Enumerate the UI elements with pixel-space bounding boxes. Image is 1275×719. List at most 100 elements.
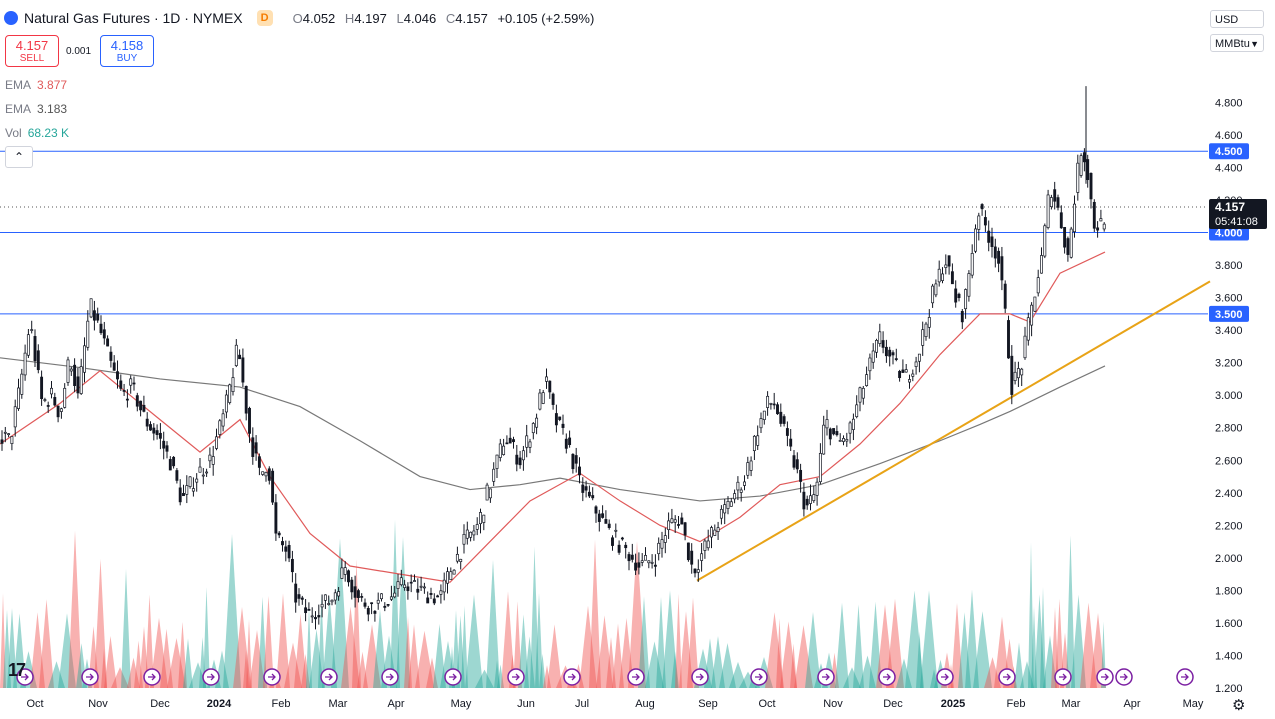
candle-body [323, 594, 327, 601]
candle-body [571, 453, 575, 470]
volume-bar [606, 637, 616, 688]
candle-body [178, 487, 182, 503]
change-value: +0.105 (+2.59%) [497, 10, 595, 26]
candle-body [581, 484, 585, 493]
volume-bar [127, 657, 140, 688]
volume-legend[interactable]: Vol 68.23 K [5, 126, 69, 140]
candle-body [894, 358, 898, 360]
volume-bar [408, 624, 420, 688]
candle-body [264, 472, 268, 477]
candle-body [776, 404, 779, 415]
y-tick-label: 4.600 [1215, 130, 1243, 142]
candle-body [713, 529, 717, 536]
open-value: 4.052 [302, 10, 336, 26]
candle-body [855, 404, 859, 418]
candle-body [637, 562, 641, 568]
candle-body [446, 571, 449, 584]
volume-bar [739, 671, 757, 688]
level-price-label: 4.500 [1215, 146, 1243, 158]
buy-button[interactable]: 4.158 BUY [100, 35, 154, 67]
y-tick-label: 1.400 [1215, 650, 1243, 662]
volume-bar [68, 530, 82, 688]
volume-bar [30, 612, 45, 688]
volume-bar [896, 658, 912, 688]
gear-icon[interactable]: ⚙ [1232, 697, 1246, 714]
candle-body [898, 370, 902, 379]
ema-slow-legend[interactable]: EMA 3.183 [5, 102, 67, 116]
volume-bar [965, 589, 979, 688]
volume-bar [835, 602, 849, 688]
candle-body [686, 542, 690, 561]
ema-fast-legend[interactable]: EMA 3.877 [5, 78, 67, 92]
unit-selector[interactable]: MMBtu ▼ [1210, 34, 1264, 52]
symbol-logo-icon [4, 11, 18, 25]
ema-slow-label: EMA [5, 102, 32, 116]
volume-bar [475, 669, 494, 688]
volume-bar [486, 559, 500, 688]
candle-body [568, 437, 572, 446]
candle-body [228, 384, 232, 403]
candle-body [680, 517, 684, 525]
candle-body [287, 545, 291, 559]
candle-body [505, 442, 509, 445]
delayed-badge[interactable]: D [256, 10, 273, 26]
candle-body [244, 385, 248, 414]
volume-bar [246, 619, 252, 688]
volume-bar [294, 613, 307, 688]
ema-slow-value: 3.183 [37, 102, 68, 116]
candle-body [1046, 194, 1050, 228]
arrow-right-icon [21, 673, 29, 681]
arrow-right-icon [822, 673, 830, 681]
candle-body [535, 417, 539, 428]
volume-bar [1066, 535, 1075, 688]
currency-selector[interactable]: USD [1210, 10, 1264, 28]
candle-body [277, 532, 281, 536]
candle-body [650, 561, 654, 564]
candle-body [640, 560, 644, 563]
candle-body [327, 603, 331, 605]
volume-bar [331, 538, 349, 688]
candle-body [673, 519, 677, 523]
volume-bar [309, 629, 324, 688]
sell-button[interactable]: 4.157 SELL [5, 35, 59, 67]
volume-bar [612, 623, 624, 688]
candle-body [644, 555, 647, 561]
chevron-up-icon[interactable]: ⌃ [5, 146, 33, 168]
volume-bar [167, 638, 186, 688]
volume-bar [0, 593, 6, 688]
volume-bar [951, 603, 963, 688]
candle-body [997, 250, 1001, 264]
volume-bar [501, 591, 515, 688]
candle-body [554, 413, 558, 426]
candle-body [343, 567, 347, 575]
candle-body [10, 436, 14, 444]
candle-body [1036, 277, 1040, 294]
candle-body [168, 459, 172, 471]
volume-bar [869, 601, 882, 688]
candle-body [1099, 218, 1103, 222]
candle-body [175, 470, 179, 481]
candle-body [908, 379, 911, 383]
candle-body [1000, 256, 1004, 281]
candle-body [59, 408, 63, 412]
candle-body [1026, 317, 1030, 341]
volume-bar [628, 541, 646, 688]
tradingview-logo[interactable]: 17 [8, 660, 26, 680]
volume-bar [780, 621, 797, 688]
candle-body [1102, 223, 1106, 230]
arrow-right-icon [1181, 673, 1189, 681]
low-value: 4.046 [403, 10, 437, 26]
candle-body [832, 428, 836, 435]
candle-body [512, 439, 515, 443]
volume-bar [539, 653, 546, 688]
candle-body [139, 400, 143, 411]
candle-body [330, 599, 334, 603]
symbol-title[interactable]: Natural Gas Futures · 1D · NYMEX [24, 10, 243, 26]
candle-body [294, 583, 298, 603]
candle-body [320, 603, 324, 608]
sell-label: SELL [19, 53, 45, 64]
candle-body [459, 558, 463, 562]
candle-body [185, 485, 189, 495]
volume-bar [461, 606, 468, 688]
